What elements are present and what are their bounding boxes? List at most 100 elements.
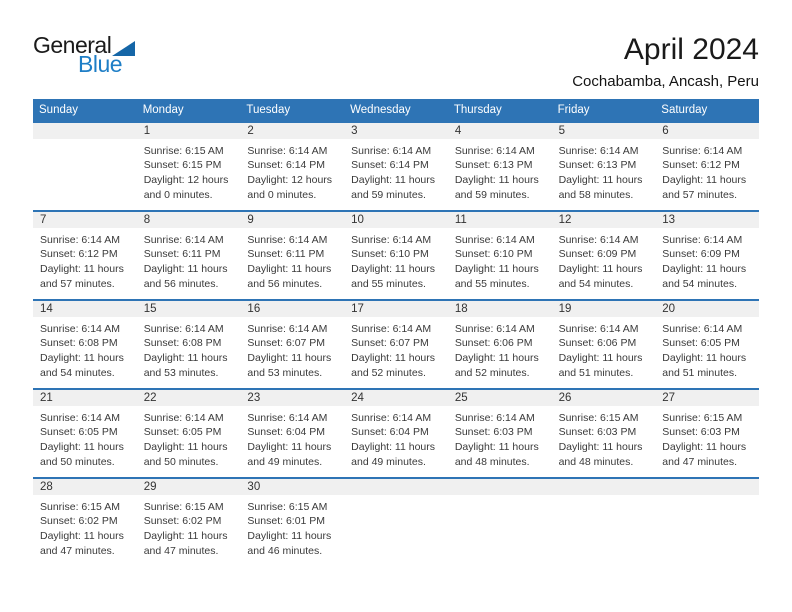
detail-line: Sunrise: 6:15 AM [558, 411, 639, 424]
calendar-week-row: 1 2 3 4 5 6 Sunrise: 6:15 AM Sunset: 6:15 PM Day… [33, 120, 759, 210]
detail-line: and 59 minutes. [454, 188, 530, 201]
day-number: 8 [143, 213, 151, 226]
logo-top-row: General [33, 34, 136, 57]
logo-text-blue: Blue [78, 51, 123, 77]
day-number: 12 [558, 213, 572, 226]
detail-line: Sunrise: 6:14 AM [143, 411, 224, 424]
detail-line: Sunset: 6:06 PM [454, 337, 533, 350]
page-header: General Blue April 2024 Cochabamba, Anca… [0, 0, 792, 90]
detail-line: and 46 minutes. [247, 544, 323, 557]
calendar-week-row: 14 15 16 17 18 19 20 Sunrise: 6:14 AM Sunset: 6:… [33, 298, 759, 388]
detail-line: Sunset: 6:05 PM [40, 426, 118, 439]
detail-line: Sunset: 6:10 PM [351, 248, 429, 261]
detail-line: Sunset: 6:02 PM [143, 515, 222, 528]
detail-line: Daylight: 11 hours [143, 441, 228, 454]
day-detail-cell: Sunrise: 6:14 AM Sunset: 6:09 PM Daylight:… [552, 228, 656, 299]
day-detail-cell: Sunrise: 6:14 AM Sunset: 6:05 PM Daylight:… [137, 406, 241, 477]
detail-line: and 57 minutes. [662, 188, 737, 201]
day-detail-cell: Sunrise: 6:15 AM Sunset: 6:01 PM Daylight:… [240, 495, 344, 566]
detail-line: Sunrise: 6:14 AM [143, 322, 224, 335]
detail-line: Daylight: 11 hours [454, 174, 539, 187]
day-number: 10 [351, 213, 364, 226]
detail-line: Sunrise: 6:14 AM [662, 144, 743, 157]
day-detail-cell: Sunrise: 6:14 AM Sunset: 6:13 PM Daylight:… [552, 139, 656, 210]
detail-line: Sunset: 6:03 PM [558, 426, 637, 439]
detail-line: and 0 minutes. [143, 188, 213, 201]
detail-line: Sunrise: 6:14 AM [662, 233, 743, 246]
day-number: 21 [40, 391, 53, 404]
detail-line: and 48 minutes. [454, 455, 530, 468]
day-number: 20 [662, 302, 676, 315]
detail-line: Daylight: 11 hours [351, 441, 435, 454]
detail-line: Daylight: 11 hours [351, 352, 435, 365]
detail-line: Sunset: 6:11 PM [247, 248, 325, 261]
detail-line: Sunset: 6:14 PM [247, 159, 326, 172]
day-detail-cell: Sunrise: 6:14 AM Sunset: 6:12 PM Daylight:… [655, 139, 759, 210]
detail-line: Sunset: 6:05 PM [143, 426, 222, 439]
day-detail-cell: Sunrise: 6:15 AM Sunset: 6:03 PM Daylight:… [655, 406, 759, 477]
detail-line: and 51 minutes. [662, 366, 737, 379]
day-number: 30 [247, 480, 261, 493]
day-number: 1 [143, 124, 151, 137]
detail-line: Daylight: 11 hours [558, 174, 643, 187]
detail-line: Sunset: 6:01 PM [247, 515, 326, 528]
empty-day-detail-cell [33, 139, 137, 210]
date-number-band: 14 15 16 17 18 19 20 [33, 300, 759, 317]
detail-line: and 47 minutes. [143, 544, 219, 557]
detail-line: Daylight: 11 hours [143, 530, 228, 543]
detail-line: Sunrise: 6:14 AM [143, 233, 224, 246]
detail-line: Daylight: 11 hours [662, 352, 747, 365]
detail-line: Sunrise: 6:15 AM [247, 500, 328, 513]
detail-line: and 54 minutes. [558, 277, 634, 290]
detail-line: and 50 minutes. [143, 455, 219, 468]
day-detail-cell: Sunrise: 6:14 AM Sunset: 6:04 PM Daylight:… [240, 406, 344, 477]
day-detail-cell: Sunrise: 6:14 AM Sunset: 6:14 PM Daylight:… [240, 139, 344, 210]
detail-line: and 54 minutes. [662, 277, 737, 290]
day-detail-cell: Sunrise: 6:14 AM Sunset: 6:13 PM Daylight:… [448, 139, 552, 210]
detail-line: Sunset: 6:13 PM [454, 159, 533, 172]
detail-line: and 47 minutes. [662, 455, 737, 468]
day-number: 11 [454, 213, 467, 226]
day-number: 5 [558, 124, 565, 137]
day-number: 18 [454, 302, 468, 315]
detail-line: Sunset: 6:03 PM [662, 426, 740, 439]
detail-line: Daylight: 11 hours [558, 441, 643, 454]
detail-line: Sunrise: 6:14 AM [454, 411, 535, 424]
day-detail-cell: Sunrise: 6:15 AM Sunset: 6:15 PM Daylight:… [137, 139, 241, 210]
day-detail-cell: Sunrise: 6:14 AM Sunset: 6:11 PM Daylight:… [240, 228, 344, 299]
day-details-band: Sunrise: 6:14 AM Sunset: 6:12 PM Daylight:… [33, 227, 759, 299]
detail-line: Daylight: 11 hours [351, 174, 435, 187]
weekday-header-cell: Tuesday [246, 103, 291, 116]
day-number: 25 [454, 391, 468, 404]
detail-line: Sunset: 6:11 PM [143, 248, 221, 261]
day-detail-cell: Sunrise: 6:14 AM Sunset: 6:07 PM Daylight:… [240, 317, 344, 388]
detail-line: Sunrise: 6:15 AM [143, 500, 224, 513]
day-details-band: Sunrise: 6:15 AM Sunset: 6:15 PM Daylight:… [33, 138, 759, 210]
day-number: 17 [351, 302, 364, 315]
detail-line: and 49 minutes. [351, 455, 426, 468]
detail-line: and 50 minutes. [40, 455, 115, 468]
detail-line: Daylight: 11 hours [662, 441, 747, 454]
detail-line: Sunrise: 6:14 AM [454, 233, 535, 246]
detail-line: Sunset: 6:07 PM [351, 337, 429, 350]
detail-line: Sunset: 6:05 PM [662, 337, 740, 350]
detail-line: Sunrise: 6:15 AM [662, 411, 743, 424]
detail-line: and 53 minutes. [143, 366, 219, 379]
day-number: 26 [558, 391, 572, 404]
detail-line: Daylight: 11 hours [40, 441, 124, 454]
title-block: April 2024 Cochabamba, Ancash, Peru [572, 34, 759, 90]
detail-line: Sunset: 6:09 PM [558, 248, 637, 261]
detail-line: Sunrise: 6:14 AM [351, 144, 432, 157]
detail-line: and 55 minutes. [351, 277, 426, 290]
empty-day-detail-cell [552, 495, 656, 566]
detail-line: Daylight: 11 hours [247, 530, 332, 543]
detail-line: and 54 minutes. [40, 366, 115, 379]
detail-line: Sunrise: 6:14 AM [454, 322, 535, 335]
detail-line: Sunrise: 6:14 AM [247, 233, 328, 246]
detail-line: Daylight: 11 hours [143, 263, 228, 276]
detail-line: and 59 minutes. [351, 188, 426, 201]
detail-line: Sunrise: 6:14 AM [40, 233, 120, 246]
detail-line: Daylight: 11 hours [40, 352, 124, 365]
weekday-header-cell: Thursday [453, 103, 502, 116]
